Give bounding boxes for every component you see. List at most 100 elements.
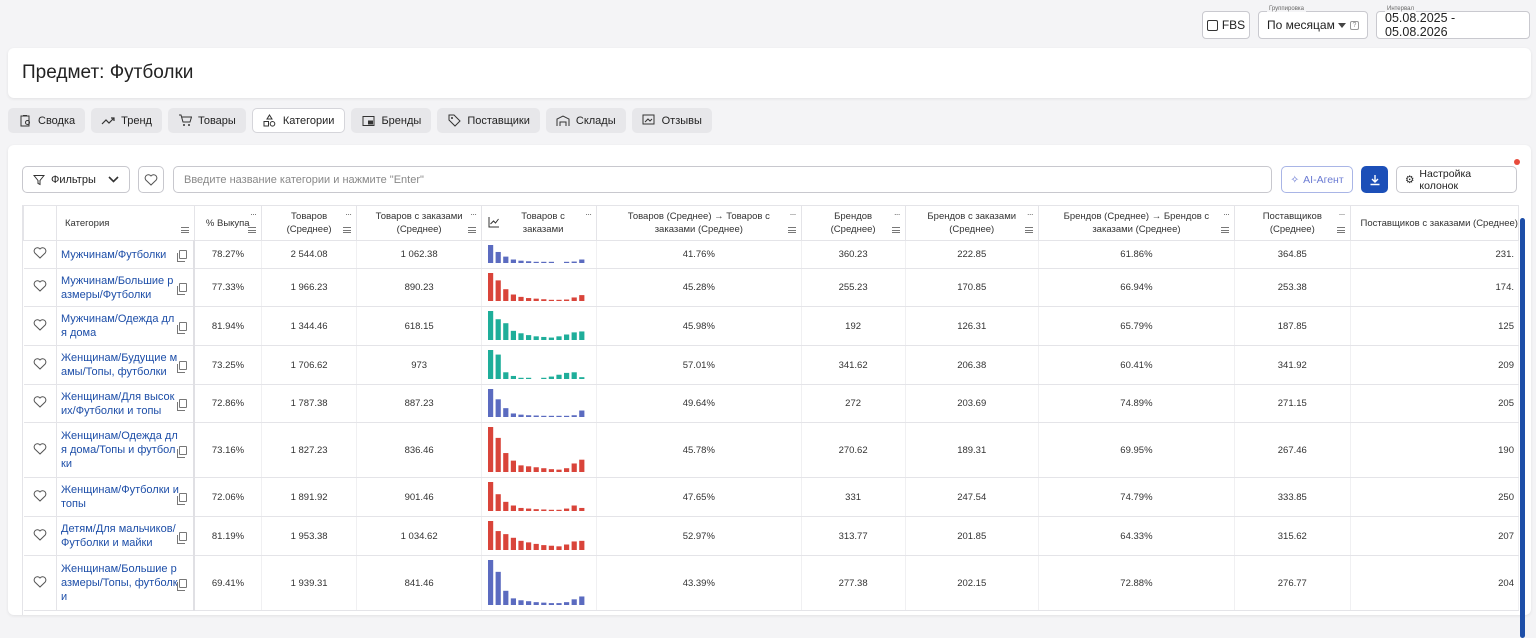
copy-icon[interactable]: [177, 399, 187, 411]
table-row[interactable]: Женщинам/Футболки и топы 72.06% 1 891.92 90…: [23, 477, 1519, 517]
column-menu-icon[interactable]: [248, 227, 256, 233]
column-menu-icon[interactable]: [1024, 227, 1033, 233]
copy-icon[interactable]: [177, 321, 187, 334]
grouping-select[interactable]: Группировка По месяцам ?: [1258, 6, 1368, 39]
category-link[interactable]: Женщинам/Для высоких/Футболки и топы: [61, 390, 175, 417]
category-link[interactable]: Женщинам/Большие размеры/Топы, футболки: [61, 563, 178, 603]
copy-icon[interactable]: [177, 531, 187, 544]
copy-icon[interactable]: [177, 250, 187, 262]
tab-report[interactable]: Сводка: [8, 108, 86, 133]
buyout-cell: 72.06%: [194, 477, 262, 517]
copy-icon[interactable]: [177, 360, 187, 373]
category-link[interactable]: Женщинам/Будущие мамы/Топы, футболки: [61, 352, 178, 378]
tab-review[interactable]: Отзывы: [631, 108, 712, 133]
table-row[interactable]: Женщинам/Для высоких/Футболки и топы 72.8…: [23, 384, 1519, 423]
heart-icon[interactable]: [33, 280, 47, 292]
search-input[interactable]: [173, 166, 1272, 193]
more-icon[interactable]: ···: [470, 209, 477, 219]
heart-icon[interactable]: [33, 575, 47, 588]
brands-conversion-cell: 72.88%: [1038, 555, 1236, 611]
column-menu-icon[interactable]: [180, 227, 189, 233]
table-row[interactable]: Женщинам/Одежда для дома/Топы и футболки…: [23, 422, 1519, 478]
header-category[interactable]: Категория: [56, 205, 195, 241]
tab-cart[interactable]: Товары: [167, 108, 246, 133]
tab-trend[interactable]: Тренд: [91, 108, 162, 133]
heart-icon[interactable]: [33, 528, 47, 541]
download-button[interactable]: [1361, 166, 1388, 193]
category-link[interactable]: Женщинам/Одежда для дома/Топы и футболки: [61, 430, 178, 470]
header-brands[interactable]: Брендов (Среднее) ···: [800, 205, 906, 241]
more-icon[interactable]: ···: [893, 209, 901, 219]
more-icon[interactable]: ···: [585, 209, 592, 219]
column-settings-button[interactable]: ⚙ Настройка колонок: [1396, 159, 1520, 193]
tab-shapes[interactable]: Категории: [251, 108, 346, 133]
heart-icon[interactable]: [33, 357, 47, 370]
column-menu-icon[interactable]: [468, 227, 477, 233]
category-link[interactable]: Детям/Для мальчиков/Футболки и майки: [61, 523, 176, 549]
tab-brand[interactable]: Бренды: [351, 108, 432, 133]
column-menu-icon[interactable]: [891, 227, 900, 233]
sparkline-bar: [488, 482, 494, 511]
table-row[interactable]: Женщинам/Большие размеры/Топы, футболки 6…: [23, 555, 1519, 611]
more-icon[interactable]: ···: [1223, 209, 1230, 219]
more-icon[interactable]: ···: [1338, 209, 1346, 219]
heart-icon[interactable]: [33, 489, 47, 502]
header-goods-orders-chart[interactable]: Товаров с заказами ···: [481, 205, 598, 241]
heart-icon[interactable]: [33, 396, 47, 408]
copy-icon[interactable]: [177, 578, 187, 591]
header-brands-conversion[interactable]: Брендов (Среднее) → Брендов с заказами (…: [1037, 205, 1236, 241]
goods-orders-cell: 887.23: [356, 384, 483, 423]
more-icon[interactable]: ···: [345, 209, 352, 219]
sparkline-bar: [548, 299, 555, 301]
copy-icon[interactable]: [177, 492, 187, 505]
column-menu-icon[interactable]: [787, 227, 796, 233]
category-link[interactable]: Мужчинам/Одежда для дома: [61, 313, 175, 339]
table-row[interactable]: Мужчинам/Большие размеры/Футболки 77.33% 1…: [23, 268, 1519, 307]
favorite-cell: [23, 555, 57, 611]
column-menu-icon[interactable]: [1221, 227, 1230, 233]
sparkline-bar: [510, 330, 517, 340]
brands-orders-cell: 126.31: [905, 306, 1039, 346]
table-row[interactable]: Женщинам/Будущие мамы/Топы, футболки 73.2…: [23, 345, 1519, 385]
category-link[interactable]: Мужчинам/Большие размеры/Футболки: [61, 274, 174, 301]
favorites-button[interactable]: [138, 166, 164, 193]
header-brands-orders[interactable]: Брендов с заказами (Среднее) ···: [904, 205, 1039, 241]
header-goods-orders[interactable]: Товаров с заказами (Среднее) ···: [356, 205, 483, 241]
ai-agent-button[interactable]: ✧ AI-Агент: [1281, 166, 1353, 193]
table-row[interactable]: Мужчинам/Футболки 78.27% 2 544.08 1 062.38 4…: [23, 240, 1519, 269]
tab-warehouse[interactable]: Склады: [545, 108, 626, 133]
vertical-scrollbar[interactable]: [1520, 218, 1525, 638]
brands-cell: 272: [801, 384, 906, 423]
chevron-down-icon: [108, 174, 119, 186]
header-buyout[interactable]: % Выкупа ···: [193, 205, 262, 241]
heart-icon[interactable]: [33, 442, 47, 455]
more-icon[interactable]: ···: [250, 209, 257, 219]
sparkline-bar: [488, 245, 494, 263]
more-icon[interactable]: ···: [789, 209, 797, 219]
category-link[interactable]: Мужчинам/Футболки: [61, 248, 167, 261]
brands-orders-cell: 202.15: [905, 555, 1039, 611]
sparkline-cell: [481, 384, 598, 423]
help-icon[interactable]: ?: [1349, 20, 1359, 30]
copy-icon[interactable]: [177, 283, 187, 295]
column-menu-icon[interactable]: [1336, 227, 1345, 233]
goods-orders-cell: 841.46: [356, 555, 483, 611]
fbs-checkbox[interactable]: FBS: [1202, 11, 1250, 39]
header-goods-conversion[interactable]: Товаров (Среднее) → Товаров с заказами (…: [596, 205, 802, 241]
interval-picker[interactable]: Интервал 05.08.2025 - 05.08.2026: [1376, 6, 1530, 39]
goods-cell: 1 344.46: [261, 306, 358, 346]
column-menu-icon[interactable]: [343, 227, 352, 233]
table-row[interactable]: Мужчинам/Одежда для дома 81.94% 1 344.46 61…: [23, 306, 1519, 346]
heart-icon[interactable]: [33, 247, 47, 259]
table-row[interactable]: Детям/Для мальчиков/Футболки и майки 81.1…: [23, 516, 1519, 556]
header-goods[interactable]: Товаров (Среднее) ···: [260, 205, 358, 241]
filters-button[interactable]: Фильтры: [22, 166, 130, 193]
copy-icon[interactable]: [177, 445, 187, 458]
more-icon[interactable]: ···: [1026, 209, 1034, 219]
tab-tag[interactable]: Поставщики: [437, 108, 540, 133]
category-link[interactable]: Женщинам/Футболки и топы: [61, 484, 179, 510]
sparkline-bar: [503, 590, 509, 605]
heart-icon[interactable]: [33, 318, 47, 331]
header-suppliers[interactable]: Поставщиков (Среднее) ···: [1234, 205, 1351, 241]
header-suppliers-orders[interactable]: Поставщиков с заказами (Среднее): [1349, 205, 1519, 241]
